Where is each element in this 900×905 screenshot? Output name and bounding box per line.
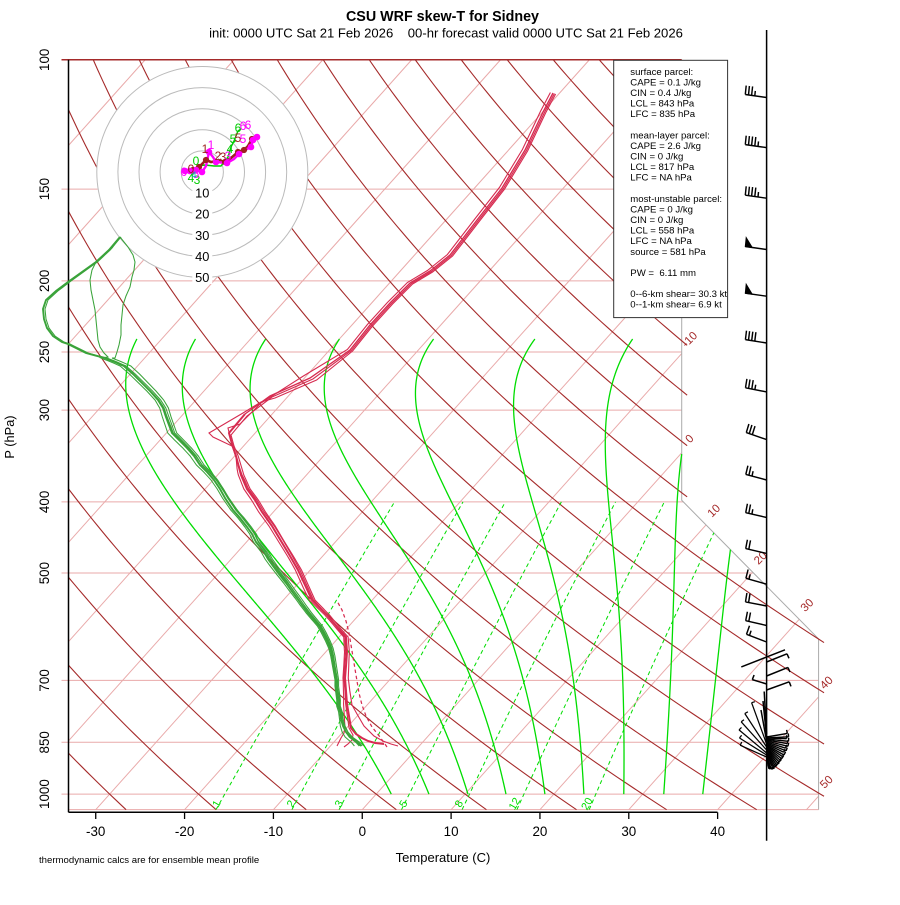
svg-text:30: 30 (195, 228, 209, 243)
svg-text:40: 40 (710, 824, 725, 839)
svg-text:2: 2 (215, 149, 222, 163)
svg-text:10: 10 (444, 824, 459, 839)
svg-text:LFC = 835 hPa: LFC = 835 hPa (630, 109, 695, 120)
svg-text:40: 40 (195, 249, 209, 264)
svg-text:4: 4 (191, 170, 196, 180)
svg-text:12: 12 (507, 796, 523, 812)
svg-text:CAPE = 2.6 J/kg: CAPE = 2.6 J/kg (630, 141, 701, 152)
svg-text:CAPE = 0 J/kg: CAPE = 0 J/kg (630, 204, 693, 215)
svg-text:5: 5 (235, 131, 242, 145)
svg-text:CAPE = 0.1 J/kg: CAPE = 0.1 J/kg (630, 78, 701, 89)
svg-text:PW = 6.11 mm: PW = 6.11 mm (630, 268, 696, 279)
svg-text:5: 5 (193, 167, 200, 181)
svg-text:LCL = 558 hPa: LCL = 558 hPa (630, 226, 695, 237)
svg-text:CIN = 0 J/kg: CIN = 0 J/kg (630, 152, 683, 163)
svg-text:surface parcel:: surface parcel: (630, 67, 693, 78)
svg-text:850: 850 (37, 731, 52, 753)
svg-text:Temperature (C): Temperature (C) (396, 850, 491, 865)
svg-text:mean-layer parcel:: mean-layer parcel: (630, 130, 709, 141)
svg-text:LCL = 843 hPa: LCL = 843 hPa (630, 99, 695, 110)
svg-text:CSU WRF skew-T for Sidney: CSU WRF skew-T for Sidney (346, 9, 539, 25)
svg-text:0--6-km shear= 30.3 kt: 0--6-km shear= 30.3 kt (630, 289, 727, 300)
svg-text:-20: -20 (175, 824, 194, 839)
svg-text:most-unstable parcel:: most-unstable parcel: (630, 194, 722, 205)
svg-text:LCL = 817 hPa: LCL = 817 hPa (630, 162, 695, 173)
svg-text:700: 700 (37, 669, 52, 691)
svg-text:6: 6 (240, 119, 247, 133)
svg-text:20: 20 (579, 796, 595, 812)
svg-text:4: 4 (188, 171, 195, 185)
svg-text:LFC = NA hPa: LFC = NA hPa (630, 236, 692, 247)
svg-text:P (hPa): P (hPa) (2, 415, 17, 458)
svg-text:6: 6 (245, 118, 252, 132)
svg-text:8: 8 (453, 798, 466, 809)
svg-text:20: 20 (195, 207, 209, 222)
svg-text:150: 150 (37, 178, 52, 200)
svg-text:300: 300 (37, 399, 52, 421)
svg-text:500: 500 (37, 562, 52, 584)
svg-text:1: 1 (210, 798, 223, 809)
svg-text:6: 6 (235, 121, 242, 135)
svg-text:50: 50 (195, 270, 209, 285)
svg-text:20: 20 (532, 824, 547, 839)
svg-text:10: 10 (195, 186, 209, 201)
svg-text:3: 3 (225, 149, 232, 163)
svg-text:1000: 1000 (37, 779, 52, 809)
svg-text:30: 30 (621, 824, 636, 839)
svg-text:CIN = 0 J/kg: CIN = 0 J/kg (630, 215, 683, 226)
svg-text:3: 3 (220, 150, 227, 164)
svg-text:4: 4 (227, 142, 234, 156)
svg-text:init: 0000 UTC Sat 21 Feb 2026: init: 0000 UTC Sat 21 Feb 2026 00-hr for… (209, 26, 683, 41)
svg-text:0--1-km shear= 6.9 kt: 0--1-km shear= 6.9 kt (630, 300, 722, 311)
svg-text:5: 5 (240, 132, 247, 146)
svg-text:CIN = 0.4 J/kg: CIN = 0.4 J/kg (630, 88, 691, 99)
svg-text:5: 5 (230, 132, 237, 146)
svg-text:0: 0 (181, 165, 188, 179)
svg-text:1: 1 (208, 138, 215, 152)
svg-text:3: 3 (194, 173, 201, 187)
svg-text:0: 0 (188, 162, 195, 176)
svg-text:source = 581 hPa: source = 581 hPa (630, 247, 706, 258)
svg-text:3: 3 (333, 798, 346, 809)
svg-text:400: 400 (37, 491, 52, 513)
svg-text:200: 200 (37, 270, 52, 292)
svg-text:2: 2 (285, 798, 298, 809)
svg-text:5: 5 (397, 798, 410, 809)
svg-text:LFC = NA hPa: LFC = NA hPa (630, 173, 692, 184)
svg-text:100: 100 (37, 49, 52, 71)
svg-text:thermodynamic calcs are for en: thermodynamic calcs are for ensemble mea… (39, 855, 259, 866)
svg-text:1: 1 (202, 142, 209, 156)
svg-text:-10: -10 (264, 824, 283, 839)
svg-text:250: 250 (37, 341, 52, 363)
svg-text:0: 0 (193, 154, 200, 168)
svg-text:-30: -30 (86, 824, 105, 839)
svg-text:0: 0 (359, 824, 366, 839)
